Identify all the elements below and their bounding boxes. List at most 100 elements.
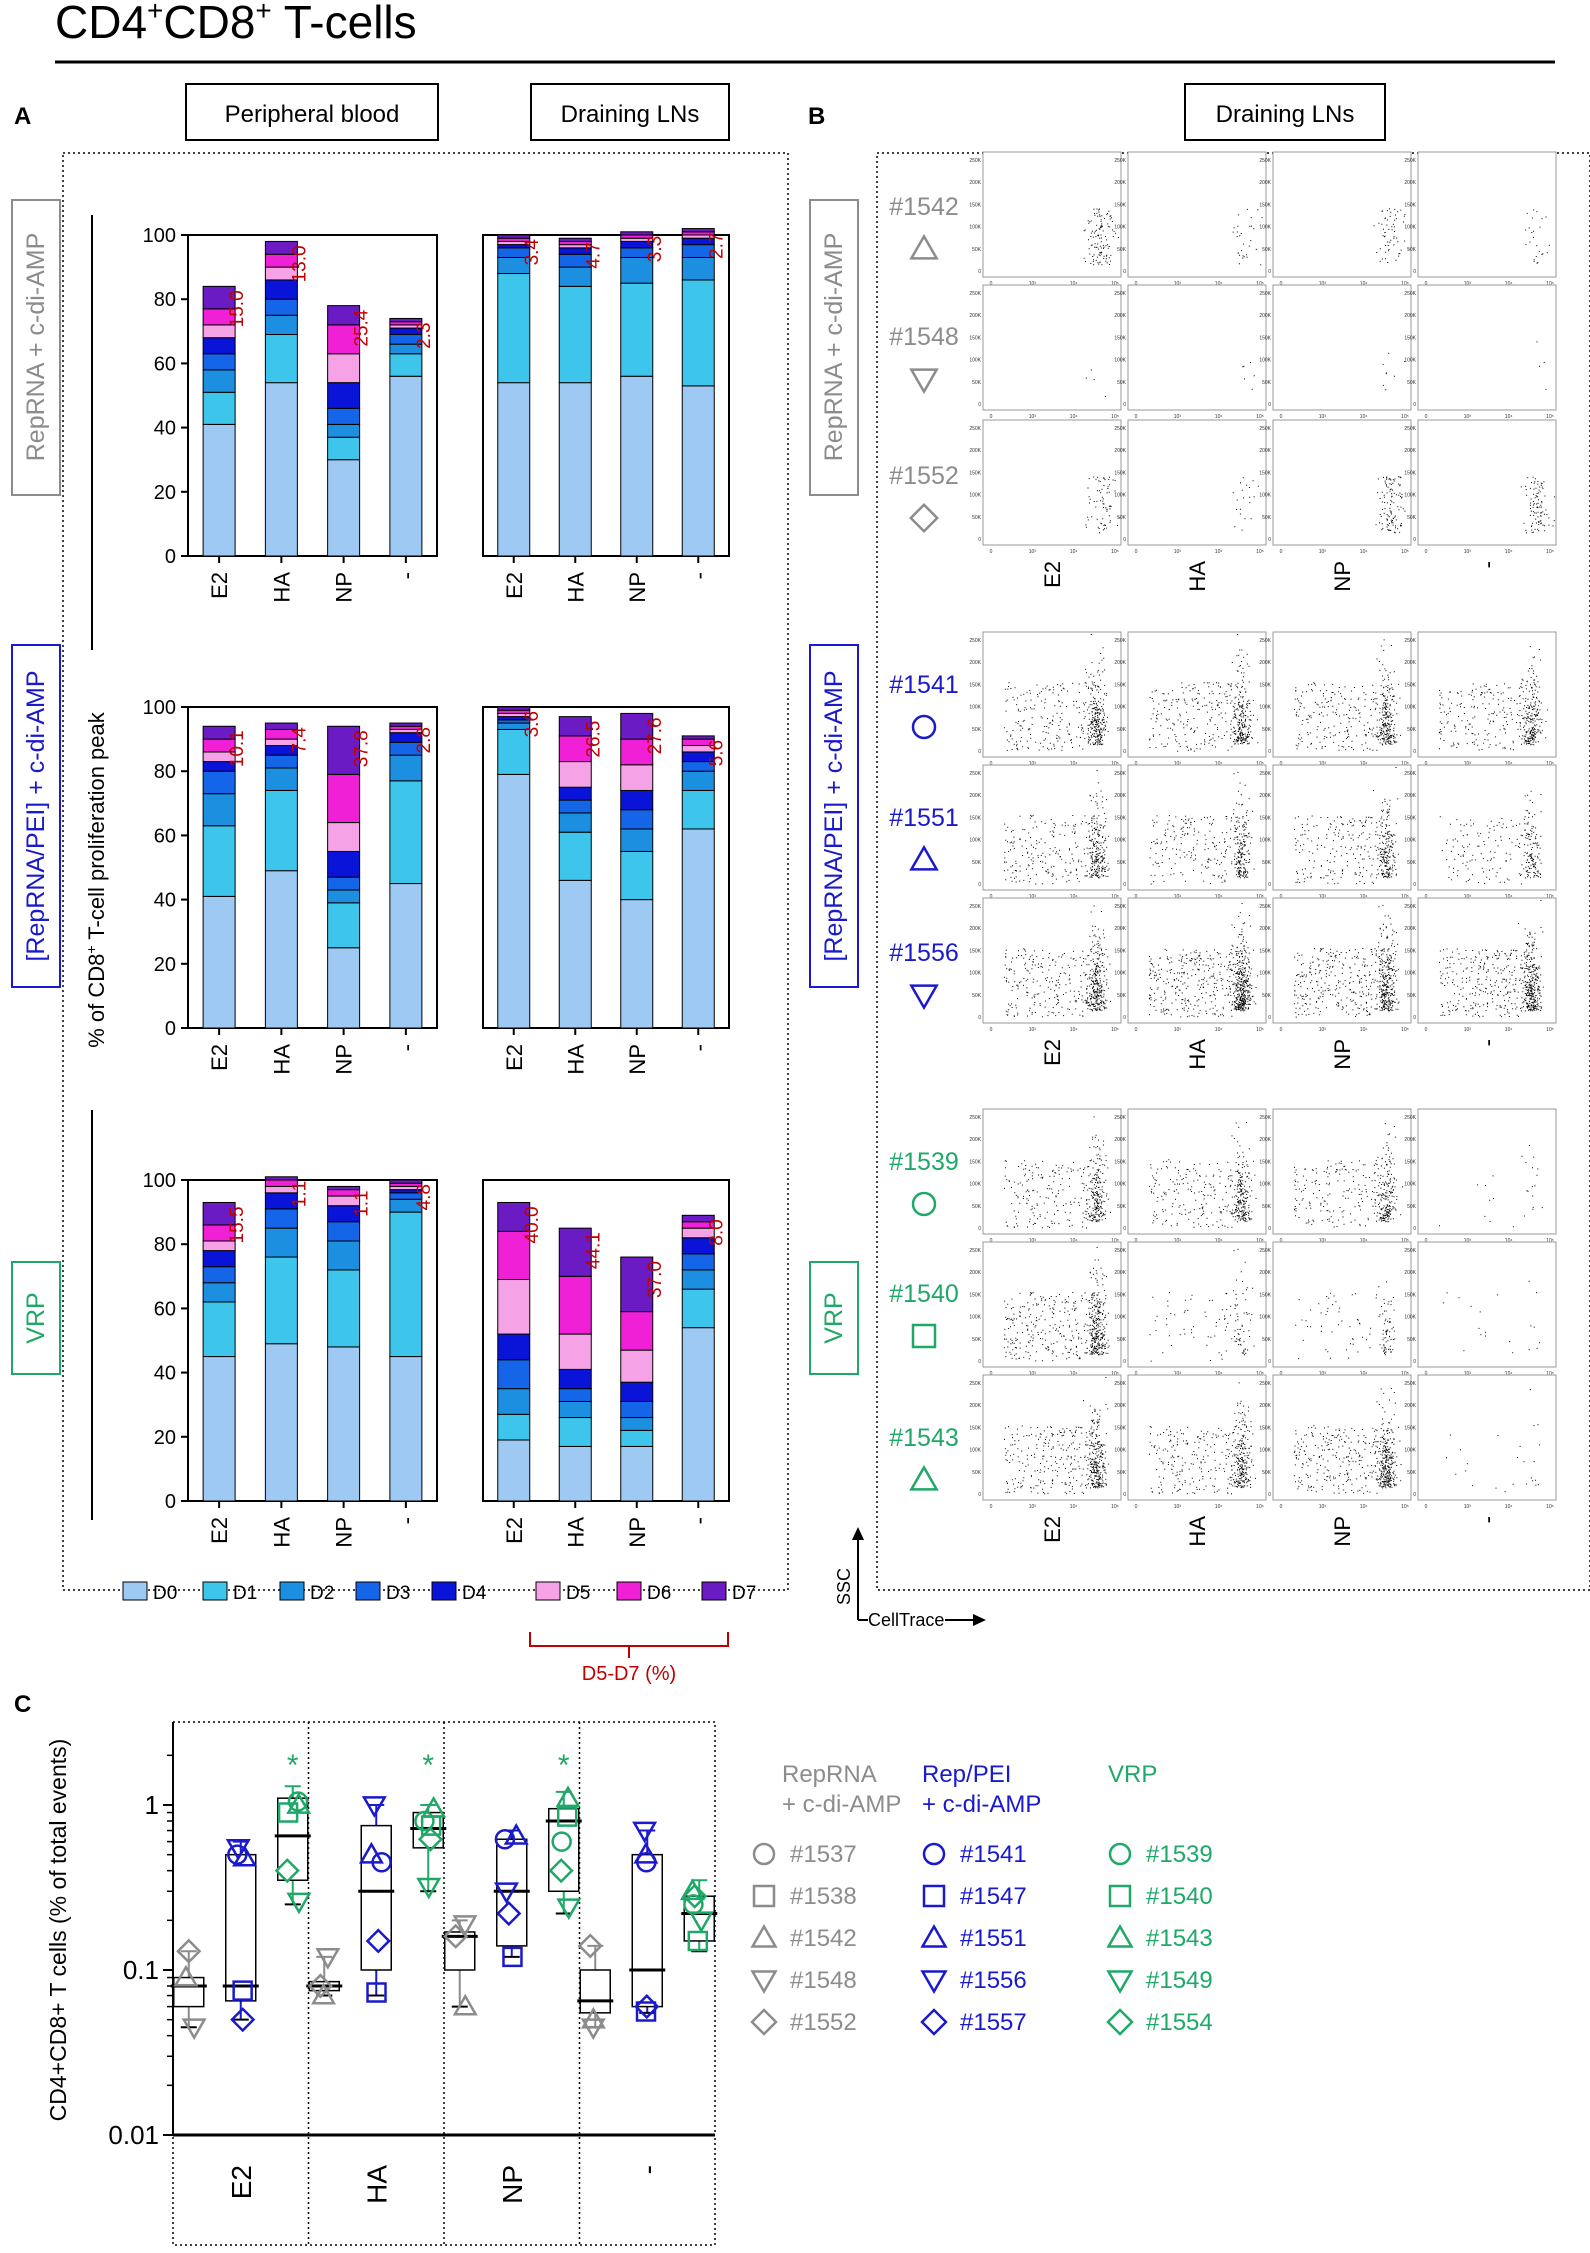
- bar-segment-D7: [681, 1214, 715, 1223]
- tri-down-point-icon: [688, 1911, 714, 1934]
- data-label: 40.0: [522, 1206, 543, 1243]
- group-label-b-reprna-text: RepRNA + c-di-AMP: [820, 233, 848, 462]
- flow-plot-frame: [1272, 1374, 1412, 1501]
- flow-x-tick-label: 10³: [1174, 761, 1182, 767]
- flow-y-tick-label: 250K: [969, 771, 981, 777]
- header-peripheral-blood: Peripheral blood: [225, 101, 400, 128]
- gate-label: HA: [1185, 1516, 1210, 1547]
- flow-y-tick-label: 0: [978, 882, 981, 888]
- bar-segment-D0: [558, 879, 592, 1029]
- bar-segment-D2: [558, 266, 592, 287]
- flow-y-tick-label: 200K: [1114, 448, 1126, 454]
- ssc-arrowhead-icon: [852, 1527, 864, 1540]
- flow-x-tick-label: 0: [1135, 1504, 1138, 1510]
- data-label: 4.8: [414, 1184, 435, 1210]
- flow-x-tick-label: 10³: [1174, 1238, 1182, 1244]
- flow-y-tick-label: 150K: [1404, 1425, 1416, 1431]
- bar-segment-D0: [264, 382, 298, 557]
- bar-segment-D5: [620, 1349, 654, 1383]
- bar-segment-D1: [681, 1288, 715, 1329]
- bar-segment-D1: [264, 334, 298, 384]
- bar-segment-D3: [327, 876, 361, 891]
- flow-x-tick-label: 10⁴: [1360, 414, 1368, 420]
- flow-x-tick-label: 0: [990, 1238, 993, 1244]
- bar-segment-D2: [620, 1417, 654, 1431]
- circle-point-icon: [551, 1831, 572, 1852]
- flow-events: [1293, 1388, 1402, 1494]
- bar-segment-D2: [264, 767, 298, 791]
- flow-y-tick-label: 50K: [1117, 380, 1127, 386]
- bar-segment-D5: [620, 764, 654, 791]
- flow-x-tick-label: 10⁴: [1070, 1027, 1078, 1033]
- diamond-sample-icon: [909, 503, 939, 533]
- flow-y-tick-label: 50K: [1407, 247, 1417, 253]
- data-label: 1.1: [289, 1181, 310, 1207]
- data-label: 2.7: [706, 233, 727, 259]
- diamond-legend-icon: [920, 2008, 948, 2036]
- square-legend-icon: [752, 1884, 776, 1908]
- flow-y-tick-label: 50K: [972, 860, 982, 866]
- flow-x-tick-label: 10³: [1029, 1238, 1037, 1244]
- flow-y-tick-label: 150K: [969, 948, 981, 954]
- flow-x-tick-label: 10⁴: [1215, 1504, 1223, 1510]
- x-tick-label: HA: [563, 1044, 588, 1075]
- flow-y-tick-label: 250K: [1404, 158, 1416, 164]
- y-tick-label: 0.1: [123, 1955, 159, 1985]
- bar-segment-D1: [202, 391, 236, 425]
- flow-x-tick-label: 0: [1280, 761, 1283, 767]
- flow-y-tick-label: 50K: [1117, 247, 1127, 253]
- bar-segment-D4: [558, 786, 592, 801]
- diamond-point-icon: [417, 1826, 444, 1852]
- flow-x-tick-label: 0: [1135, 414, 1138, 420]
- square-point-icon: [635, 2001, 657, 2022]
- flow-y-tick-label: 100K: [1404, 1315, 1416, 1321]
- bar-segment-D4: [497, 1333, 531, 1361]
- tri-down-legend-icon: [920, 1970, 948, 1995]
- significance-mark: *: [558, 1749, 570, 1782]
- bar-segment-D2: [202, 1282, 236, 1303]
- flow-plot-frame: [1417, 1241, 1557, 1368]
- flow-x-tick-label: 10³: [1174, 281, 1182, 287]
- y-tick-label: 20: [154, 954, 176, 976]
- flow-plot-frame: [1127, 1108, 1267, 1235]
- legend-c-header: Rep/PEI: [922, 1761, 1011, 1788]
- flow-y-tick-label: 0: [1268, 537, 1271, 543]
- tri-down-point-icon: [286, 1892, 312, 1915]
- bar-segment-D1: [497, 273, 531, 384]
- bar-segment-D4: [327, 850, 361, 878]
- flow-x-tick-label: 10⁴: [1070, 549, 1078, 555]
- bar-segment-D5: [497, 1279, 531, 1335]
- bar-segment-D7: [497, 234, 531, 239]
- legend-label: D0: [153, 1583, 177, 1604]
- flow-y-tick-label: 100K: [1259, 1315, 1271, 1321]
- flow-x-tick-label: 0: [1280, 1238, 1283, 1244]
- diamond-point-icon: [634, 1994, 660, 2020]
- flow-x-tick-label: 10⁵: [1111, 1027, 1119, 1033]
- y-tick-label: 0.01: [108, 2120, 159, 2150]
- header-box-peripheral: [185, 83, 439, 141]
- legend-c-entry: #1548: [790, 1967, 857, 1994]
- flow-y-tick-label: 0: [1413, 1226, 1416, 1232]
- tri-up-point-icon: [452, 1993, 478, 2016]
- x-tick-label: E2: [207, 1044, 232, 1071]
- flow-x-tick-label: 10⁴: [1360, 549, 1368, 555]
- flow-y-tick-label: 150K: [1259, 1425, 1271, 1431]
- tri-down-point-icon: [556, 1898, 582, 1921]
- x-tick-label: E2: [502, 1517, 527, 1544]
- bar-segment-D3: [497, 1359, 531, 1390]
- flow-x-tick-label: 10⁴: [1215, 549, 1223, 555]
- bar-segment-D7: [497, 1201, 531, 1232]
- box: [173, 1976, 205, 2008]
- flow-y-tick-label: 100K: [1259, 971, 1271, 977]
- flow-y-tick-label: 150K: [969, 682, 981, 688]
- bar-segment-D3: [620, 1400, 654, 1419]
- flow-x-tick-label: 10⁴: [1070, 281, 1078, 287]
- legend-c-entry: #1549: [1146, 1967, 1213, 1994]
- legend-swatch-D2: [279, 1581, 305, 1601]
- flow-y-tick-label: 100K: [1114, 1315, 1126, 1321]
- flow-x-tick-label: 10³: [1464, 894, 1472, 900]
- bar-segment-D2: [620, 828, 654, 852]
- diamond-legend-icon: [750, 2008, 778, 2036]
- bar-segment-D0: [681, 828, 715, 1029]
- bar-segment-D7: [202, 1201, 236, 1226]
